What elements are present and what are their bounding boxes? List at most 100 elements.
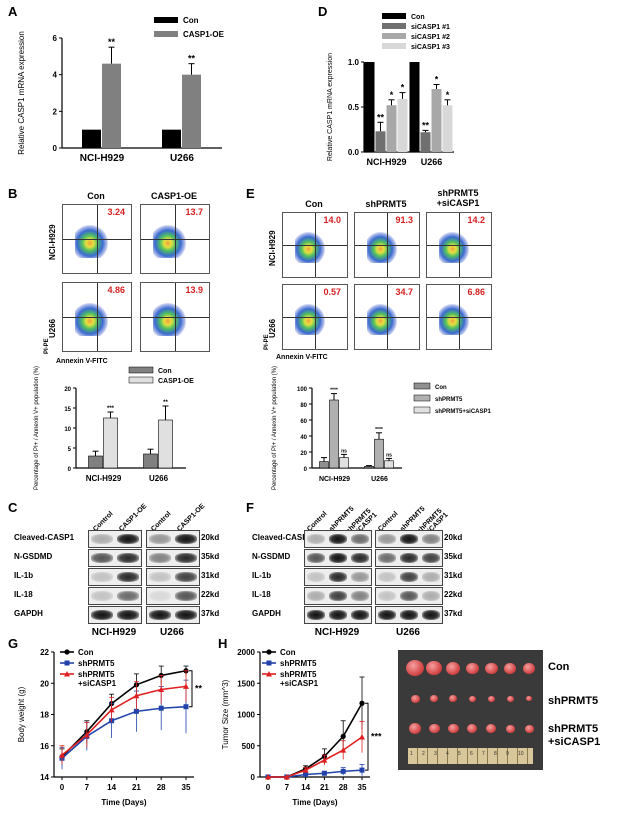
x-axis-label: Time (Days): [101, 798, 147, 807]
molecular-weight-label: 37kd: [201, 609, 220, 618]
x-tick-label: 14: [301, 783, 310, 792]
legend-label: siCASP1 #3: [411, 44, 450, 51]
flow-x-axis-label: Annexin V-FITC: [276, 354, 328, 361]
y-tick-label: 20: [300, 451, 307, 457]
protein-band: [175, 572, 197, 582]
protein-label: Cleaved-CASP1: [252, 533, 313, 542]
protein-band: [422, 534, 440, 544]
tumor-specimen: [526, 696, 532, 702]
y-tick-label: 0.0: [348, 148, 360, 157]
tumor-specimen: [430, 695, 438, 703]
y-tick-label: 1000: [237, 711, 255, 720]
significance-label: **: [163, 400, 168, 406]
blot-strip: [88, 530, 142, 548]
significance-label: *: [390, 90, 394, 100]
flow-plot: 6.86: [426, 284, 492, 350]
data-point: [303, 772, 309, 777]
legend-label: Con: [158, 368, 172, 375]
significance-label: ****: [375, 427, 383, 433]
protein-band: [351, 591, 369, 601]
apoptosis-percentage: 4.86: [107, 285, 125, 295]
protein-band: [351, 572, 369, 582]
tumor-specimen: [467, 724, 477, 733]
molecular-weight-label: 22kd: [201, 590, 220, 599]
molecular-weight-label: 20kd: [201, 533, 220, 542]
legend-label: CASP1-OE: [183, 30, 225, 39]
tumor-specimen: [447, 723, 459, 734]
blot-strip: [146, 587, 200, 605]
y-tick-label: 14: [40, 773, 49, 782]
y-tick-label: 5: [68, 447, 72, 453]
tumor-specimen: [524, 724, 534, 733]
y-tick-label: 0.5: [348, 103, 360, 112]
quadrant-line: [97, 283, 98, 351]
bar: [82, 129, 101, 148]
blot-strip: [304, 606, 372, 624]
protein-band: [307, 591, 325, 601]
legend-label: shPRMT5: [435, 397, 463, 403]
protein-band: [149, 553, 171, 563]
data-point: [183, 683, 189, 689]
legend-swatch: [413, 394, 431, 402]
tumor-row-label: shPRMT5 +siCASP1: [548, 723, 601, 748]
panel-label-f: F: [246, 500, 254, 515]
tumor-specimen: [484, 662, 498, 675]
protein-band: [175, 534, 197, 544]
category-label: U266: [170, 153, 194, 164]
protein-band: [351, 534, 369, 544]
ruler-number: 5: [458, 751, 461, 757]
quadrant-line: [459, 285, 460, 349]
y-tick-label: 1500: [237, 679, 255, 688]
series-line: [61, 669, 187, 758]
flow-plot: 14.0: [282, 212, 348, 278]
category-label: NCI-H929: [319, 476, 350, 483]
category-label: NCI-H929: [86, 474, 122, 483]
blot-strip: [88, 587, 142, 605]
protein-band: [400, 610, 418, 620]
apoptosis-percentage: 0.57: [323, 287, 341, 297]
ruler-number: 7: [482, 751, 485, 757]
bar: [364, 62, 375, 152]
y-axis-label: Percentage of PI+ / Annexin V+ populatio…: [272, 366, 278, 490]
protein-band: [400, 553, 418, 563]
legend-marker: [266, 649, 272, 655]
significance-label: ns: [386, 452, 392, 458]
protein-label: N-GSDMD: [252, 552, 291, 561]
scatter-cloud: [438, 232, 470, 263]
quadrant-line: [97, 205, 98, 273]
y-tick-label: 15: [64, 407, 71, 413]
protein-band: [351, 553, 369, 563]
apoptosis-percentage: 14.0: [323, 215, 341, 225]
group-label: U266: [396, 627, 420, 638]
protein-band: [175, 591, 197, 601]
quadrant-line: [175, 205, 176, 273]
bar: [162, 129, 181, 148]
flow-plot: 14.2: [426, 212, 492, 278]
group-label: NCI-H929: [314, 627, 360, 638]
bar: [409, 62, 420, 152]
protein-band: [149, 534, 171, 544]
ruler-number: 4: [446, 751, 449, 757]
molecular-weight-label: 31kd: [201, 571, 220, 580]
y-tick-label: 0: [304, 467, 308, 473]
y-tick-label: 2: [53, 107, 58, 116]
tumor-specimen: [468, 695, 476, 702]
flow-row-label: NCI-H929: [268, 230, 277, 266]
flow-plot: 91.3: [354, 212, 420, 278]
blot-strip: [375, 587, 443, 605]
ruler-number: 3: [434, 751, 437, 757]
significance-label: ***: [107, 406, 115, 412]
protein-band: [422, 610, 440, 620]
scatter-cloud: [294, 232, 326, 263]
legend-swatch: [413, 406, 431, 414]
molecular-weight-label: 22kd: [444, 590, 463, 599]
apoptosis-percentage: 3.24: [107, 207, 125, 217]
flow-column-label: Con: [305, 199, 323, 209]
protein-band: [400, 534, 418, 544]
legend-label: shPRMT5: [78, 670, 115, 679]
x-tick-label: 7: [85, 783, 90, 792]
y-tick-label: 2000: [237, 648, 255, 657]
protein-band: [307, 572, 325, 582]
scatter-cloud: [294, 304, 326, 335]
legend-label: shPRMT5: [280, 670, 317, 679]
